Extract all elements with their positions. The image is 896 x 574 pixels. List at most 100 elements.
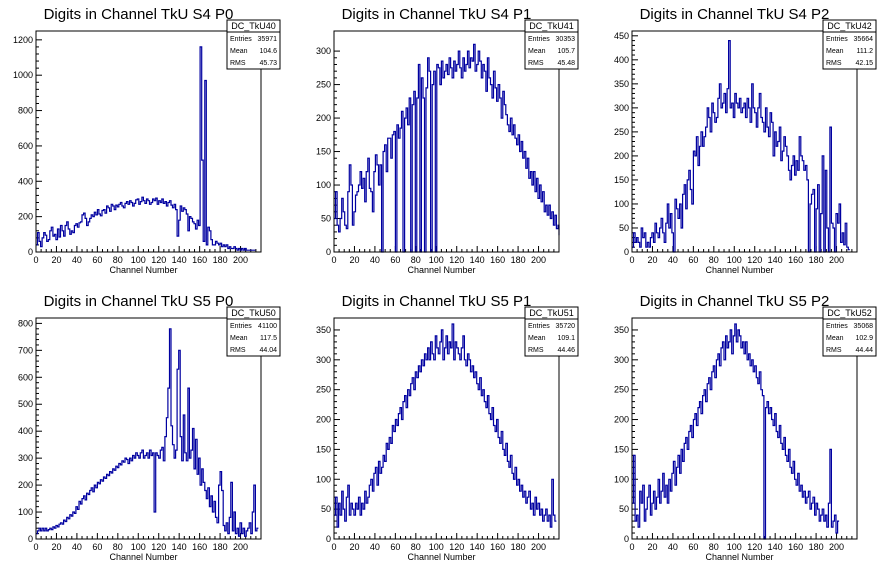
stats-name: DC_TkU52 bbox=[827, 308, 872, 318]
stats-label: Mean bbox=[528, 335, 546, 342]
y-tick-label: 450 bbox=[614, 31, 629, 41]
x-tick-label: 120 bbox=[747, 542, 762, 552]
x-tick-label: 160 bbox=[192, 255, 207, 265]
stats-value: 105.7 bbox=[557, 48, 575, 55]
x-tick-label: 160 bbox=[490, 255, 505, 265]
histogram-panel: Digits in Channel TkU S4 P00200400600800… bbox=[13, 6, 281, 275]
stats-box: DC_TkU41 Entries 30353 Mean 105.7 RMS 45.48 bbox=[524, 19, 579, 70]
histogram-series bbox=[632, 40, 850, 253]
x-tick-label: 160 bbox=[490, 542, 505, 552]
stats-value: 44.46 bbox=[557, 347, 575, 354]
x-tick-label: 120 bbox=[151, 542, 166, 552]
stats-label: RMS bbox=[528, 347, 544, 354]
y-tick-label: 150 bbox=[316, 147, 331, 157]
stats-label: Mean bbox=[826, 48, 844, 55]
histogram-series bbox=[632, 323, 840, 540]
x-tick-label: 60 bbox=[92, 255, 102, 265]
stats-value: 30353 bbox=[556, 36, 576, 43]
x-tick-label: 180 bbox=[809, 542, 824, 552]
x-tick-label: 60 bbox=[390, 255, 400, 265]
x-axis-label: Channel Number bbox=[705, 552, 773, 562]
y-tick-label: 1200 bbox=[13, 35, 33, 45]
y-tick-label: 150 bbox=[316, 444, 331, 454]
stats-value: 104.6 bbox=[259, 48, 277, 55]
y-tick-label: 350 bbox=[316, 325, 331, 335]
stats-label: Entries bbox=[826, 36, 848, 43]
chart-title: Digits in Channel TkU S4 P2 bbox=[640, 6, 830, 23]
y-tick-label: 100 bbox=[316, 180, 331, 190]
y-tick-label: 0 bbox=[326, 534, 331, 544]
y-tick-label: 350 bbox=[614, 325, 629, 335]
y-tick-label: 300 bbox=[316, 46, 331, 56]
histogram-series bbox=[334, 43, 560, 253]
y-tick-label: 600 bbox=[18, 372, 33, 382]
x-tick-label: 60 bbox=[688, 542, 698, 552]
x-tick-label: 160 bbox=[192, 542, 207, 552]
y-tick-label: 1000 bbox=[13, 70, 33, 80]
x-tick-label: 80 bbox=[411, 542, 421, 552]
stats-label: RMS bbox=[826, 347, 842, 354]
stats-label: RMS bbox=[826, 60, 842, 67]
x-tick-label: 140 bbox=[768, 255, 783, 265]
x-tick-label: 60 bbox=[688, 255, 698, 265]
x-tick-label: 200 bbox=[829, 542, 844, 552]
x-tick-label: 100 bbox=[727, 542, 742, 552]
chart-title: Digits in Channel TkU S5 P1 bbox=[342, 293, 532, 310]
stats-label: RMS bbox=[230, 347, 246, 354]
x-tick-label: 0 bbox=[629, 255, 634, 265]
x-tick-label: 80 bbox=[411, 255, 421, 265]
y-tick-label: 150 bbox=[614, 444, 629, 454]
stats-value: 44.44 bbox=[855, 347, 873, 354]
stats-box-frame bbox=[524, 19, 579, 70]
y-tick-label: 0 bbox=[326, 247, 331, 257]
plot-frame bbox=[631, 317, 858, 540]
x-axis-label: Channel Number bbox=[705, 265, 773, 275]
y-tick-label: 250 bbox=[316, 80, 331, 90]
x-tick-label: 100 bbox=[727, 255, 742, 265]
x-tick-label: 40 bbox=[370, 255, 380, 265]
stats-label: Mean bbox=[230, 48, 248, 55]
stats-label: Mean bbox=[230, 335, 248, 342]
x-tick-label: 120 bbox=[151, 255, 166, 265]
x-tick-label: 20 bbox=[51, 255, 61, 265]
stats-label: Entries bbox=[826, 323, 848, 330]
stats-box-frame bbox=[822, 306, 877, 357]
x-tick-label: 20 bbox=[349, 255, 359, 265]
stats-box: DC_TkU52 Entries 35068 Mean 102.9 RMS 44.44 bbox=[822, 306, 877, 357]
x-tick-label: 60 bbox=[92, 542, 102, 552]
y-tick-label: 0 bbox=[28, 247, 33, 257]
x-tick-label: 160 bbox=[788, 255, 803, 265]
y-tick-label: 200 bbox=[316, 415, 331, 425]
x-tick-label: 180 bbox=[511, 542, 526, 552]
stats-value: 45.73 bbox=[259, 60, 277, 67]
y-tick-label: 150 bbox=[614, 175, 629, 185]
x-tick-label: 40 bbox=[72, 255, 82, 265]
x-tick-label: 140 bbox=[470, 542, 485, 552]
x-tick-label: 200 bbox=[233, 255, 248, 265]
x-axis-label: Channel Number bbox=[109, 552, 177, 562]
x-tick-label: 160 bbox=[788, 542, 803, 552]
x-tick-label: 0 bbox=[629, 542, 634, 552]
x-axis-label: Channel Number bbox=[109, 265, 177, 275]
plot-frame bbox=[631, 30, 858, 253]
x-tick-label: 180 bbox=[213, 255, 228, 265]
y-tick-label: 400 bbox=[18, 176, 33, 186]
y-tick-label: 800 bbox=[18, 106, 33, 116]
x-tick-label: 80 bbox=[709, 542, 719, 552]
x-tick-label: 80 bbox=[113, 542, 123, 552]
plot-frame bbox=[35, 30, 262, 253]
y-tick-label: 200 bbox=[614, 415, 629, 425]
x-tick-label: 0 bbox=[331, 255, 336, 265]
stats-value: 102.9 bbox=[855, 335, 873, 342]
x-tick-label: 180 bbox=[213, 542, 228, 552]
x-tick-label: 80 bbox=[113, 255, 123, 265]
plot-frame bbox=[333, 30, 560, 253]
stats-value: 111.2 bbox=[857, 48, 874, 55]
y-tick-label: 100 bbox=[18, 507, 33, 517]
histogram-panel: Digits in Channel TkU S4 P20501001502002… bbox=[614, 6, 877, 275]
x-tick-label: 140 bbox=[172, 542, 187, 552]
x-tick-label: 200 bbox=[829, 255, 844, 265]
stats-name: DC_TkU40 bbox=[231, 21, 276, 31]
histogram-panel: Digits in Channel TkU S5 P10501001502002… bbox=[316, 293, 579, 562]
y-tick-label: 250 bbox=[614, 127, 629, 137]
